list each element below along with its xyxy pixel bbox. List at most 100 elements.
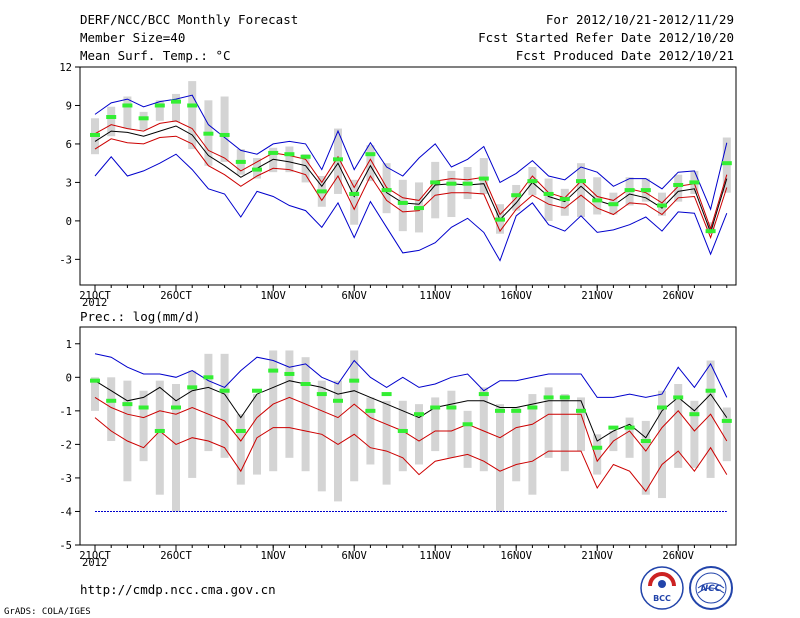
temperature-green-mark xyxy=(349,191,360,196)
temperature-green-mark xyxy=(462,181,473,186)
temperature-line-lower xyxy=(94,135,728,240)
precipitation-green-mark xyxy=(171,405,181,410)
temperature-green-mark xyxy=(235,159,246,164)
precipitation-spread-box xyxy=(463,410,472,468)
precipitation-spread-box xyxy=(625,417,634,458)
temperature-green-mark xyxy=(446,181,457,186)
temperature-spread-box xyxy=(366,145,375,182)
precipitation-green-mark xyxy=(316,392,327,397)
temperature-line-upper xyxy=(94,120,728,231)
temperature-y-tick-label: -3 xyxy=(59,254,72,266)
temperature-plot-frame xyxy=(79,66,737,286)
temperature-green-mark xyxy=(138,116,149,121)
temperature-green-mark xyxy=(316,189,327,194)
temperature-green-mark xyxy=(592,198,603,203)
precipitation-green-mark xyxy=(576,408,586,413)
svg-text:BCC: BCC xyxy=(653,594,671,603)
figure-title: DERF/NCC/BCC Monthly Forecast xyxy=(80,12,298,27)
temperature-x-tick-label: 6NOV xyxy=(342,290,368,302)
precipitation-x-tick-label: 26NOV xyxy=(662,550,694,562)
source-url[interactable]: http://cmdp.ncc.cma.gov.cn xyxy=(80,582,276,597)
precipitation-y-tick-label: -1 xyxy=(59,406,72,418)
temperature-green-mark xyxy=(300,154,311,159)
bcc-logo: BCC xyxy=(640,566,684,610)
temperature-spread-box xyxy=(188,81,197,150)
forecast-produced-date: Fcst Produced Date 2012/10/21 xyxy=(516,48,734,63)
precipitation-green-mark xyxy=(673,395,684,400)
precipitation-spread-box xyxy=(107,377,116,442)
temperature-green-mark xyxy=(365,152,376,157)
precipitation-spread-box xyxy=(269,350,278,472)
precipitation-spread-box xyxy=(528,394,537,495)
precipitation-green-mark xyxy=(154,428,165,433)
precipitation-green-mark xyxy=(90,378,100,383)
temperature-spread-box xyxy=(301,154,310,183)
temperature-green-mark xyxy=(90,132,100,137)
temperature-spread-box xyxy=(285,146,294,173)
precipitation-spread-box xyxy=(674,384,683,468)
member-size-label: Member Size=40 xyxy=(80,30,185,45)
temperature-y-tick-label: 0 xyxy=(66,216,72,228)
precipitation-x-tick-label: 26OCT xyxy=(160,550,192,562)
temperature-x-tick-label: 11NOV xyxy=(419,290,451,302)
temperature-green-mark xyxy=(106,115,117,120)
precipitation-y-tick-label: 0 xyxy=(66,372,72,384)
precipitation-spread-box xyxy=(285,350,294,458)
precipitation-green-mark xyxy=(543,395,554,400)
precipitation-green-mark xyxy=(397,428,408,433)
precipitation-green-mark xyxy=(495,408,505,413)
temperature-green-mark xyxy=(559,197,570,202)
temperature-spread-box xyxy=(139,111,148,130)
precipitation-spread-box xyxy=(382,400,391,485)
precipitation-spread-box xyxy=(479,387,488,472)
temperature-y-tick-label: 12 xyxy=(59,62,72,74)
precipitation-green-mark xyxy=(527,405,538,410)
precipitation-line-max xyxy=(94,353,728,398)
temperature-green-marks xyxy=(90,99,732,234)
precipitation-y-tick-label: -3 xyxy=(59,473,72,485)
precipitation-y-tick-label: -5 xyxy=(59,540,72,552)
precipitation-green-mark xyxy=(122,402,133,407)
precipitation-green-mark xyxy=(284,371,295,376)
precipitation-title: Prec.: log(mm/d) xyxy=(80,309,200,324)
temperature-x-tick-label: 26NOV xyxy=(662,290,694,302)
precipitation-x-tick-label: 11NOV xyxy=(419,550,451,562)
temperature-spread-box xyxy=(560,188,569,216)
precipitation-spread-box xyxy=(220,353,229,458)
precipitation-spread-box xyxy=(593,434,602,475)
precipitation-spread-box xyxy=(155,380,164,495)
precipitation-x-tick-label: 21NOV xyxy=(581,550,613,562)
temperature-x-tick-label: 1NOV xyxy=(261,290,287,302)
precipitation-spread-box xyxy=(172,384,180,512)
precipitation-spread-box xyxy=(253,394,261,475)
precipitation-spread-box xyxy=(431,397,440,452)
temperature-green-mark xyxy=(252,167,262,172)
precipitation-x-tick-label: 16NOV xyxy=(500,550,532,562)
grads-credit: GrADS: COLA/IGES xyxy=(4,607,91,617)
temperature-spread-box xyxy=(220,96,229,162)
temperature-spread-box xyxy=(107,106,116,137)
temperature-panel: 12 9 6 3 0 -3 21OCT 26OCT 1NOV 6NOV 11NOV 16NOV 21N… xyxy=(59,62,737,309)
forecast-started-date: Fcst Started Refer Date 2012/10/20 xyxy=(478,30,734,45)
precipitation-spread-box xyxy=(236,414,245,485)
temperature-spread-box xyxy=(123,96,132,129)
temperature-green-mark xyxy=(576,179,586,184)
precipitation-y-tick-label: -2 xyxy=(59,439,72,451)
precipitation-green-mark xyxy=(511,408,522,413)
temperature-x-tick-label: 21OCT xyxy=(79,290,111,302)
precipitation-spread-box xyxy=(123,380,132,482)
temperature-green-mark xyxy=(284,152,295,157)
precipitation-green-mark xyxy=(705,388,716,393)
precipitation-green-mark xyxy=(252,388,262,393)
temperature-green-mark xyxy=(689,180,700,185)
temperature-y-tick-label: 6 xyxy=(66,139,72,151)
precipitation-x-axis: 21OCT 26OCT 1NOV 6NOV 11NOV 16NOV 21NOV 26NOV xyxy=(79,545,728,562)
precipitation-spread-box xyxy=(139,390,148,462)
precipitation-green-mark xyxy=(381,392,392,397)
precipitation-green-mark xyxy=(106,398,117,403)
temperature-spread-box xyxy=(155,100,164,121)
precipitation-y-tick-label: -4 xyxy=(59,506,72,518)
temperature-x-axis: 21OCT 26OCT 1NOV 6NOV 11NOV 16NOV 21NOV 26NOV xyxy=(79,285,728,302)
temperature-green-mark xyxy=(381,188,392,193)
